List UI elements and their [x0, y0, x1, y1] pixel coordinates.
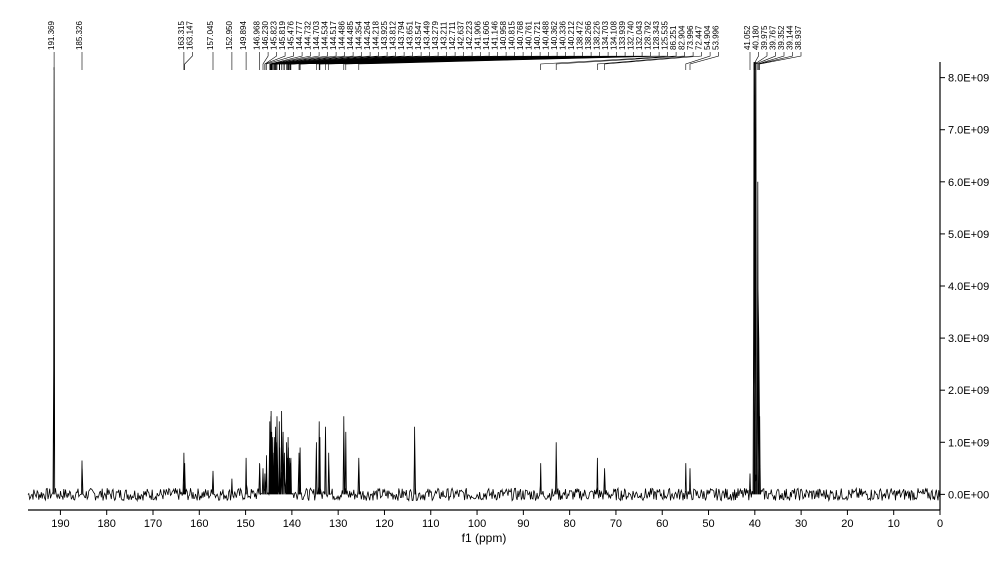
x-tick-label: 70 — [610, 518, 622, 530]
y-tick-label: 6.0E+09 — [948, 177, 989, 189]
x-tick-label: 140 — [283, 518, 301, 530]
x-tick-label: 130 — [329, 518, 347, 530]
peak-label: 157.045 — [206, 21, 215, 50]
peak-connector — [605, 52, 702, 70]
x-tick-label: 60 — [656, 518, 668, 530]
x-tick-label: 160 — [190, 518, 208, 530]
y-tick-label: 2.0E+09 — [948, 385, 989, 397]
x-tick-label: 20 — [841, 518, 853, 530]
peak-connector — [760, 52, 801, 70]
y-tick-label: 8.0E+09 — [948, 73, 989, 85]
peak-connector — [263, 52, 268, 70]
spectrum-trace — [28, 62, 940, 501]
peak-connector — [597, 52, 693, 70]
peak-label: 149.894 — [239, 21, 248, 50]
y-tick-label: 7.0E+09 — [948, 125, 989, 137]
x-tick-label: 110 — [422, 518, 440, 530]
peak-label: 191.369 — [47, 21, 56, 50]
x-tick-label: 170 — [144, 518, 162, 530]
peak-label: 38.937 — [794, 25, 803, 50]
x-tick-label: 190 — [51, 518, 69, 530]
peak-label: 163.147 — [185, 21, 194, 50]
x-tick-label: 90 — [517, 518, 529, 530]
peak-label: 152.950 — [225, 21, 234, 50]
y-tick-label: 0.0E+00 — [948, 489, 989, 501]
peak-connector — [755, 52, 767, 70]
y-tick-label: 3.0E+09 — [948, 333, 989, 345]
x-tick-label: 50 — [702, 518, 714, 530]
y-tick-label: 1.0E+09 — [948, 437, 989, 449]
peak-connector — [185, 52, 193, 70]
peak-connector — [686, 52, 710, 70]
peak-label: 53.996 — [712, 25, 721, 50]
x-tick-label: 0 — [937, 518, 943, 530]
peak-label: 185.326 — [75, 21, 84, 50]
x-tick-label: 40 — [749, 518, 761, 530]
y-tick-label: 5.0E+09 — [948, 229, 989, 241]
x-axis-label: f1 (ppm) — [462, 531, 507, 545]
x-tick-label: 150 — [236, 518, 254, 530]
y-tick-label: 4.0E+09 — [948, 281, 989, 293]
peak-connector — [556, 52, 684, 70]
x-tick-label: 30 — [795, 518, 807, 530]
x-tick-label: 10 — [888, 518, 900, 530]
x-tick-label: 100 — [468, 518, 486, 530]
x-tick-label: 80 — [564, 518, 576, 530]
x-tick-label: 120 — [375, 518, 393, 530]
x-tick-label: 180 — [98, 518, 116, 530]
